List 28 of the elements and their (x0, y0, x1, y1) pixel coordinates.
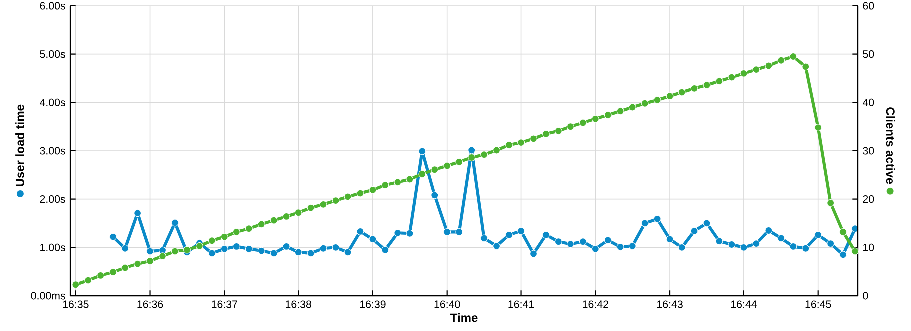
y2-tick-label: 30 (863, 147, 874, 155)
y2-tick-label: 60 (863, 2, 874, 10)
x-tick-label: 16:35 (63, 300, 89, 308)
x-tick-label: 16:36 (138, 300, 164, 308)
x-tick-label: 16:42 (583, 300, 608, 308)
y-tick-label: 0.00ms (31, 292, 66, 300)
y2-tick-label: 20 (863, 196, 874, 204)
y-tick-label: 4.00s (40, 98, 66, 106)
x-tick-label: 16:41 (508, 300, 534, 308)
y-axis-title: User load time (16, 104, 24, 186)
x-axis-title: Time (450, 313, 478, 322)
y-tick-label: 1.00s (40, 244, 66, 252)
x-tick-label: 16:44 (731, 300, 758, 308)
x-tick-label: 16:39 (360, 300, 386, 308)
y-tick-label: 2.00s (40, 196, 66, 204)
y2-tick-label: 0 (863, 292, 868, 300)
x-tick-label: 16:40 (434, 300, 460, 308)
y2-axis-title: Clients active (886, 108, 896, 184)
y2-tick-label: 10 (864, 244, 874, 252)
x-tick-label: 16:45 (806, 300, 832, 308)
y-tick-label: 5.00s (40, 50, 66, 58)
x-tick-label: 16:43 (658, 300, 683, 308)
y2-tick-label: 40 (862, 98, 874, 106)
y2-tick-label: 50 (863, 50, 874, 58)
x-tick-label: 16:37 (212, 300, 238, 308)
x-tick-label: 16:38 (286, 300, 312, 308)
y-tick-label: 6.00s (40, 2, 66, 10)
y-tick-label: 3.00s (40, 147, 66, 155)
